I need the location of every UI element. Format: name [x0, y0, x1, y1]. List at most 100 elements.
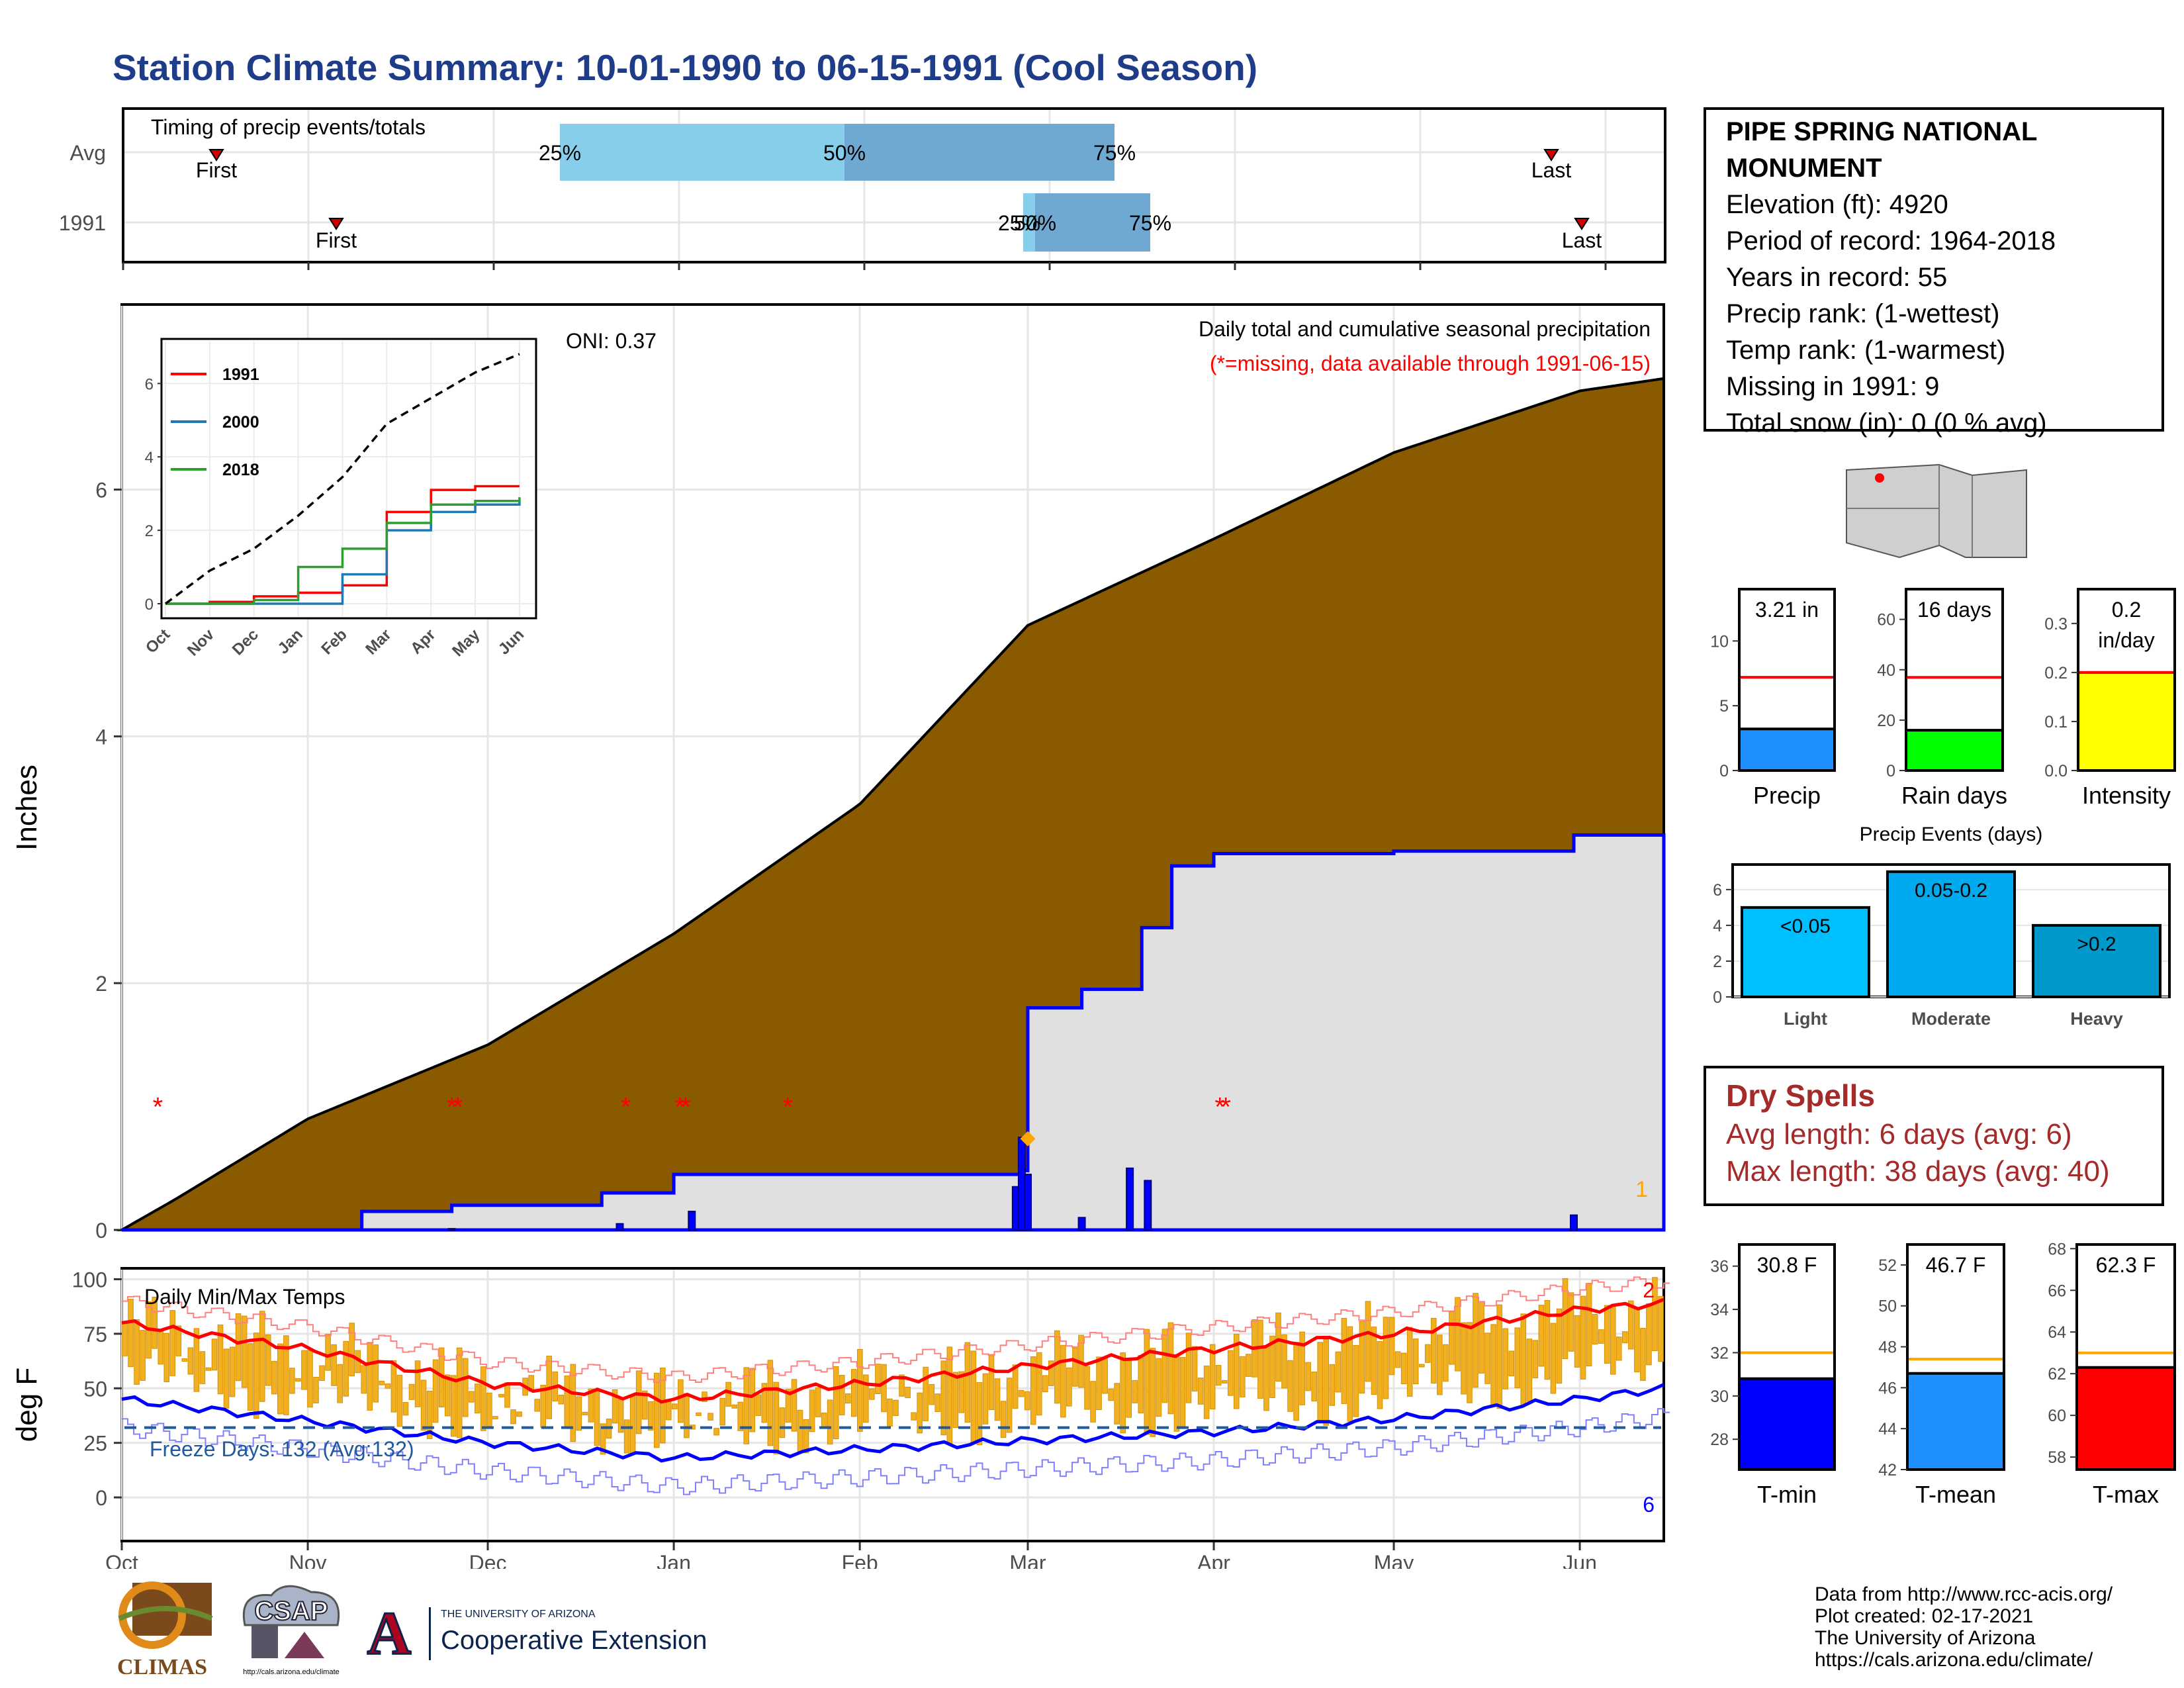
temp-day-bar: [707, 1413, 713, 1421]
temp-chart: Daily Min/Max Temps Freeze Days: 132 (Av…: [11, 1267, 1670, 1569]
temp-day-bar: [1060, 1344, 1066, 1418]
temp-y-ticks: 0 25 50 75 100: [72, 1268, 122, 1510]
temp-day-bar: [1221, 1380, 1228, 1383]
mini-chart-y-tick-label: 0: [1719, 762, 1729, 780]
y1991-p50-label: 50%: [1014, 211, 1056, 235]
mini-chart-bar: [2075, 1366, 2176, 1471]
precip-y-tick-label: 2: [95, 972, 107, 996]
temp-day-bar: [976, 1382, 983, 1446]
inset-legend-label: 2000: [222, 413, 259, 432]
temp-day-bar: [295, 1378, 301, 1382]
climas-text: CLIMAS: [116, 1655, 208, 1679]
inset-y-tick-label: 2: [145, 522, 154, 540]
temp-day-bar: [737, 1401, 744, 1431]
temp-day-bar: [678, 1379, 684, 1423]
mini-chart-intensity: 0.2 in/day 0.0 0.1 0.2 0.3 Intensity: [2044, 588, 2176, 809]
temp-day-bar: [755, 1394, 762, 1416]
temp-day-bar: [420, 1380, 427, 1431]
temp-day-bar: [456, 1347, 463, 1438]
missing-marker: *: [621, 1093, 631, 1122]
temp-day-bar: [994, 1378, 1001, 1421]
temp-day-bar: [480, 1366, 486, 1431]
temp-day-bar: [612, 1389, 618, 1424]
precip-events-y-tick-label: 4: [1713, 917, 1722, 935]
temp-day-bar: [475, 1383, 480, 1414]
precip-events-title: Precip Events (days): [1860, 823, 2043, 845]
temp-day-bar: [158, 1329, 163, 1365]
month-tick-label: Oct: [105, 1551, 138, 1569]
temp-day-bar: [1185, 1333, 1192, 1403]
temp-day-bar: [498, 1393, 504, 1397]
precip-y-tick-label: 6: [95, 479, 107, 502]
missing-marker: *: [153, 1093, 163, 1122]
temp-daily-bars: [122, 1277, 1664, 1455]
temp-day-bar: [1275, 1312, 1281, 1382]
temp-day-bar: [1490, 1324, 1496, 1407]
temp-day-bar: [134, 1319, 140, 1385]
temp-title: Daily Min/Max Temps: [144, 1285, 345, 1309]
record-low-line: [122, 1408, 1670, 1495]
missing-marker: *: [453, 1093, 463, 1122]
avg-p50-label: 50%: [823, 141, 866, 165]
temp-day-bar: [1161, 1329, 1168, 1403]
temp-day-bar: [1006, 1378, 1013, 1433]
temp-day-bar: [1634, 1308, 1640, 1373]
temp-day-bar: [1479, 1301, 1484, 1374]
temp-day-bar: [844, 1393, 851, 1404]
temp-day-bar: [696, 1412, 702, 1416]
temp-day-bar: [582, 1411, 588, 1415]
temp-day-bar: [988, 1354, 995, 1411]
temp-day-bar: [199, 1351, 206, 1384]
mini-chart-bar: [2077, 671, 2176, 772]
temp-day-bar: [791, 1379, 797, 1432]
temp-day-bar: [934, 1393, 941, 1412]
temp-corner-top: 2: [1643, 1278, 1655, 1302]
temp-day-bar: [1658, 1295, 1664, 1362]
temp-day-bar: [1341, 1317, 1347, 1404]
mini-chart-y-tick-label: 64: [2048, 1323, 2066, 1342]
temp-day-bar: [869, 1388, 875, 1400]
temp-day-bar: [1246, 1354, 1251, 1377]
temp-day-bar: [337, 1364, 343, 1403]
temp-day-bar: [1646, 1303, 1652, 1366]
temp-day-bar: [253, 1333, 259, 1419]
temp-day-bar: [1227, 1350, 1234, 1396]
temp-day-bar: [1550, 1323, 1557, 1394]
temp-day-bar: [773, 1382, 780, 1454]
mini-chart-value-label: 30.8 F: [1757, 1253, 1817, 1277]
precip-events-bar-label: <0.05: [1780, 915, 1831, 937]
y1991-last-marker: [1574, 218, 1590, 230]
temp-day-bar: [647, 1401, 654, 1430]
location-map: [1840, 458, 2032, 568]
temp-day-bar: [1514, 1327, 1521, 1389]
mini-chart-y-tick-label: 32: [1710, 1344, 1729, 1362]
temp-day-bar: [809, 1389, 815, 1432]
temp-day-bar: [761, 1383, 768, 1423]
temp-y-tick-label: 75: [83, 1323, 107, 1346]
record-high-line: [122, 1276, 1670, 1383]
mini-chart-title: T-max: [2093, 1481, 2159, 1508]
station-location-dot: [1875, 473, 1884, 483]
temp-day-bar: [361, 1365, 367, 1394]
avg-p75-label: 75%: [1093, 141, 1136, 165]
dry-spells-heading: Dry Spells: [1726, 1078, 1875, 1113]
temp-day-bar: [1532, 1340, 1539, 1379]
temp-day-bar: [450, 1375, 457, 1437]
temp-day-bar: [1197, 1378, 1204, 1405]
temp-day-bar: [193, 1328, 200, 1392]
mini-chart-y-tick-label: 52: [1878, 1256, 1897, 1275]
precip-note-1: Daily total and cumulative seasonal prec…: [1199, 317, 1651, 341]
temp-day-bar: [1150, 1348, 1156, 1437]
temp-y-tick-label: 25: [83, 1432, 107, 1456]
temp-day-bar: [1191, 1346, 1198, 1391]
mini-chart-value-label: 16 days: [1917, 598, 1991, 622]
missing-marker: *: [680, 1093, 691, 1122]
page-title: Station Climate Summary: 10-01-1990 to 0…: [113, 47, 1258, 88]
inset-line-avg: [164, 353, 520, 605]
mini-chart-y-tick-label: 40: [1877, 661, 1895, 680]
month-tick-label: May: [1374, 1551, 1414, 1569]
temp-day-bar: [1371, 1327, 1377, 1395]
timing-gridlines: [124, 110, 1664, 261]
temp-day-bar: [1084, 1366, 1090, 1410]
month-tick-label: Jan: [657, 1551, 691, 1569]
